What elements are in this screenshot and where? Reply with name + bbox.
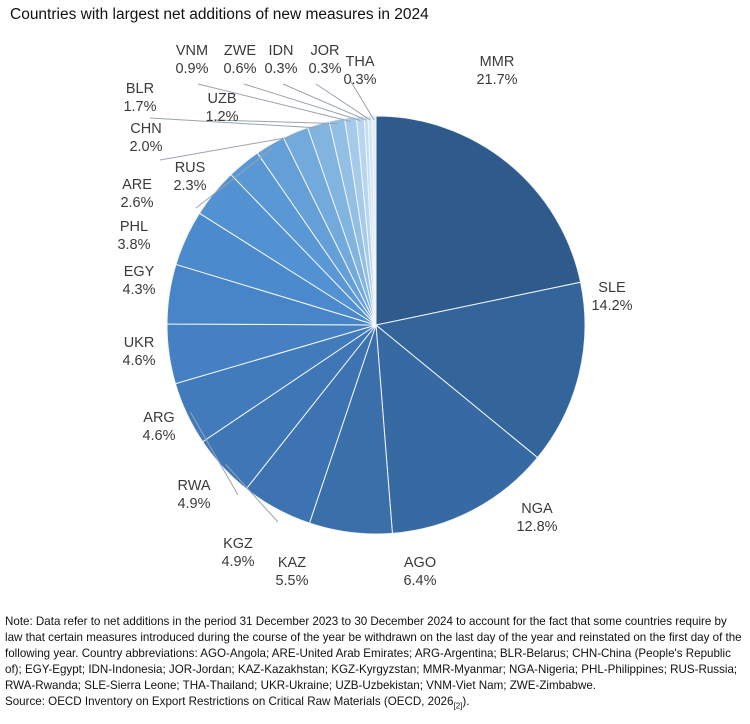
slice-label-name: CHN bbox=[130, 121, 161, 137]
slice-label-value: 0.9% bbox=[175, 61, 208, 77]
leader-line-chn bbox=[159, 135, 297, 161]
slice-label-name: RUS bbox=[175, 160, 206, 176]
source-end: ). bbox=[462, 695, 470, 708]
slice-label-jor: JOR 0.3% bbox=[308, 43, 341, 77]
note-text: Note: Data refer to net additions in the… bbox=[5, 615, 742, 692]
slice-nga bbox=[375, 323, 539, 534]
slice-label-tha: THA 0.3% bbox=[343, 54, 376, 88]
slice-label-sle: SLE 14.2% bbox=[591, 280, 632, 314]
slice-label-egy: EGY 4.3% bbox=[122, 264, 155, 298]
slice-label-name: NGA bbox=[521, 501, 553, 517]
slice-label-idn: IDN 0.3% bbox=[264, 43, 297, 77]
leader-line-tha bbox=[349, 79, 375, 121]
slice-label-mmr: MMR 21.7% bbox=[476, 54, 517, 88]
slice-label-value: 12.8% bbox=[516, 519, 557, 535]
slice-label-name: THA bbox=[346, 54, 375, 70]
slice-label-value: 0.6% bbox=[223, 61, 256, 77]
slice-label-are: ARE 2.6% bbox=[120, 177, 153, 211]
slice-label-name: BLR bbox=[126, 81, 154, 97]
slice-label-arg: ARG 4.6% bbox=[142, 410, 175, 444]
slice-label-value: 5.5% bbox=[275, 573, 308, 589]
slice-label-name: UKR bbox=[124, 335, 155, 351]
slice-label-value: 4.9% bbox=[177, 496, 210, 512]
slice-label-phl: PHL 3.8% bbox=[117, 219, 150, 253]
slice-label-uzb: UZB 1.2% bbox=[205, 91, 238, 125]
chart-note: Note: Data refer to net additions in the… bbox=[5, 614, 743, 714]
slice-label-blr: BLR 1.7% bbox=[123, 81, 156, 115]
slice-label-name: VNM bbox=[176, 43, 208, 59]
leader-line-kgz bbox=[225, 463, 279, 523]
slice-label-rwa: RWA 4.9% bbox=[177, 478, 210, 512]
slice-label-ukr: UKR 4.6% bbox=[122, 335, 155, 369]
slice-label-vnm: VNM 0.9% bbox=[175, 43, 208, 77]
slice-label-value: 0.3% bbox=[264, 61, 297, 77]
source-text: Source: OECD Inventory on Export Restric… bbox=[5, 694, 743, 714]
slice-label-name: RWA bbox=[177, 478, 210, 494]
slice-label-name: ARG bbox=[143, 410, 174, 426]
slice-label-name: KGZ bbox=[223, 536, 253, 552]
slice-label-chn: CHN 2.0% bbox=[129, 121, 162, 155]
leader-lines bbox=[149, 79, 375, 523]
slice-label-value: 4.3% bbox=[122, 282, 155, 298]
slice-label-rus: RUS 2.3% bbox=[173, 160, 206, 194]
slice-label-value: 21.7% bbox=[476, 72, 517, 88]
slice-label-name: IDN bbox=[269, 43, 294, 59]
leader-line-zwe bbox=[243, 83, 361, 122]
slice-label-value: 4.9% bbox=[221, 554, 254, 570]
slice-label-ago: AGO 6.4% bbox=[403, 555, 436, 589]
slice-label-value: 0.3% bbox=[343, 72, 376, 88]
slice-label-value: 4.6% bbox=[142, 428, 175, 444]
pie-chart: MMR 21.7% SLE 14.2% NGA 12.8% AGO 6.4% KAZ 5.5% KG… bbox=[117, 43, 632, 589]
slice-label-value: 4.6% bbox=[122, 353, 155, 369]
leader-line-vnm bbox=[197, 83, 352, 122]
slice-label-name: AGO bbox=[404, 555, 436, 571]
chart-title: Countries with largest net additions of … bbox=[10, 6, 429, 23]
slice-label-value: 0.3% bbox=[308, 61, 341, 77]
slice-label-kaz: KAZ 5.5% bbox=[275, 555, 308, 589]
slice-label-value: 2.0% bbox=[129, 139, 162, 155]
leader-line-jor bbox=[315, 83, 371, 121]
slice-labels: MMR 21.7% SLE 14.2% NGA 12.8% AGO 6.4% KAZ 5.5% KG… bbox=[117, 43, 632, 589]
slice-label-name: ARE bbox=[122, 177, 152, 193]
slice-label-zwe: ZWE 0.6% bbox=[223, 43, 256, 77]
slice-label-name: JOR bbox=[311, 43, 340, 59]
slice-label-value: 6.4% bbox=[403, 573, 436, 589]
slice-label-value: 3.8% bbox=[117, 237, 150, 253]
source-reference: [2] bbox=[453, 701, 463, 711]
leader-line-rus bbox=[195, 147, 273, 209]
leader-line-blr bbox=[149, 117, 320, 129]
slice-sle bbox=[374, 281, 586, 459]
slice-label-name: EGY bbox=[124, 264, 155, 280]
slice-label-value: 1.2% bbox=[205, 109, 238, 125]
slice-label-nga: NGA 12.8% bbox=[516, 501, 557, 535]
leader-line-idn bbox=[282, 83, 367, 121]
slice-label-name: ZWE bbox=[224, 43, 257, 59]
slice-label-kgz: KGZ 4.9% bbox=[221, 536, 254, 570]
pie-slices bbox=[166, 115, 586, 535]
leader-line-rwa bbox=[189, 411, 239, 496]
slice-mmr bbox=[375, 115, 582, 326]
slice-label-name: KAZ bbox=[278, 555, 306, 571]
slice-label-name: SLE bbox=[598, 280, 626, 296]
slice-label-name: UZB bbox=[208, 91, 237, 107]
slice-label-name: PHL bbox=[120, 219, 148, 235]
slice-label-name: MMR bbox=[480, 54, 515, 70]
slice-label-value: 2.6% bbox=[120, 195, 153, 211]
slice-label-value: 14.2% bbox=[591, 298, 632, 314]
slice-label-value: 2.3% bbox=[173, 178, 206, 194]
leader-line-uzb bbox=[213, 119, 338, 125]
source-label: Source: OECD Inventory on Export Restric… bbox=[5, 695, 454, 708]
slice-label-value: 1.7% bbox=[123, 99, 156, 115]
